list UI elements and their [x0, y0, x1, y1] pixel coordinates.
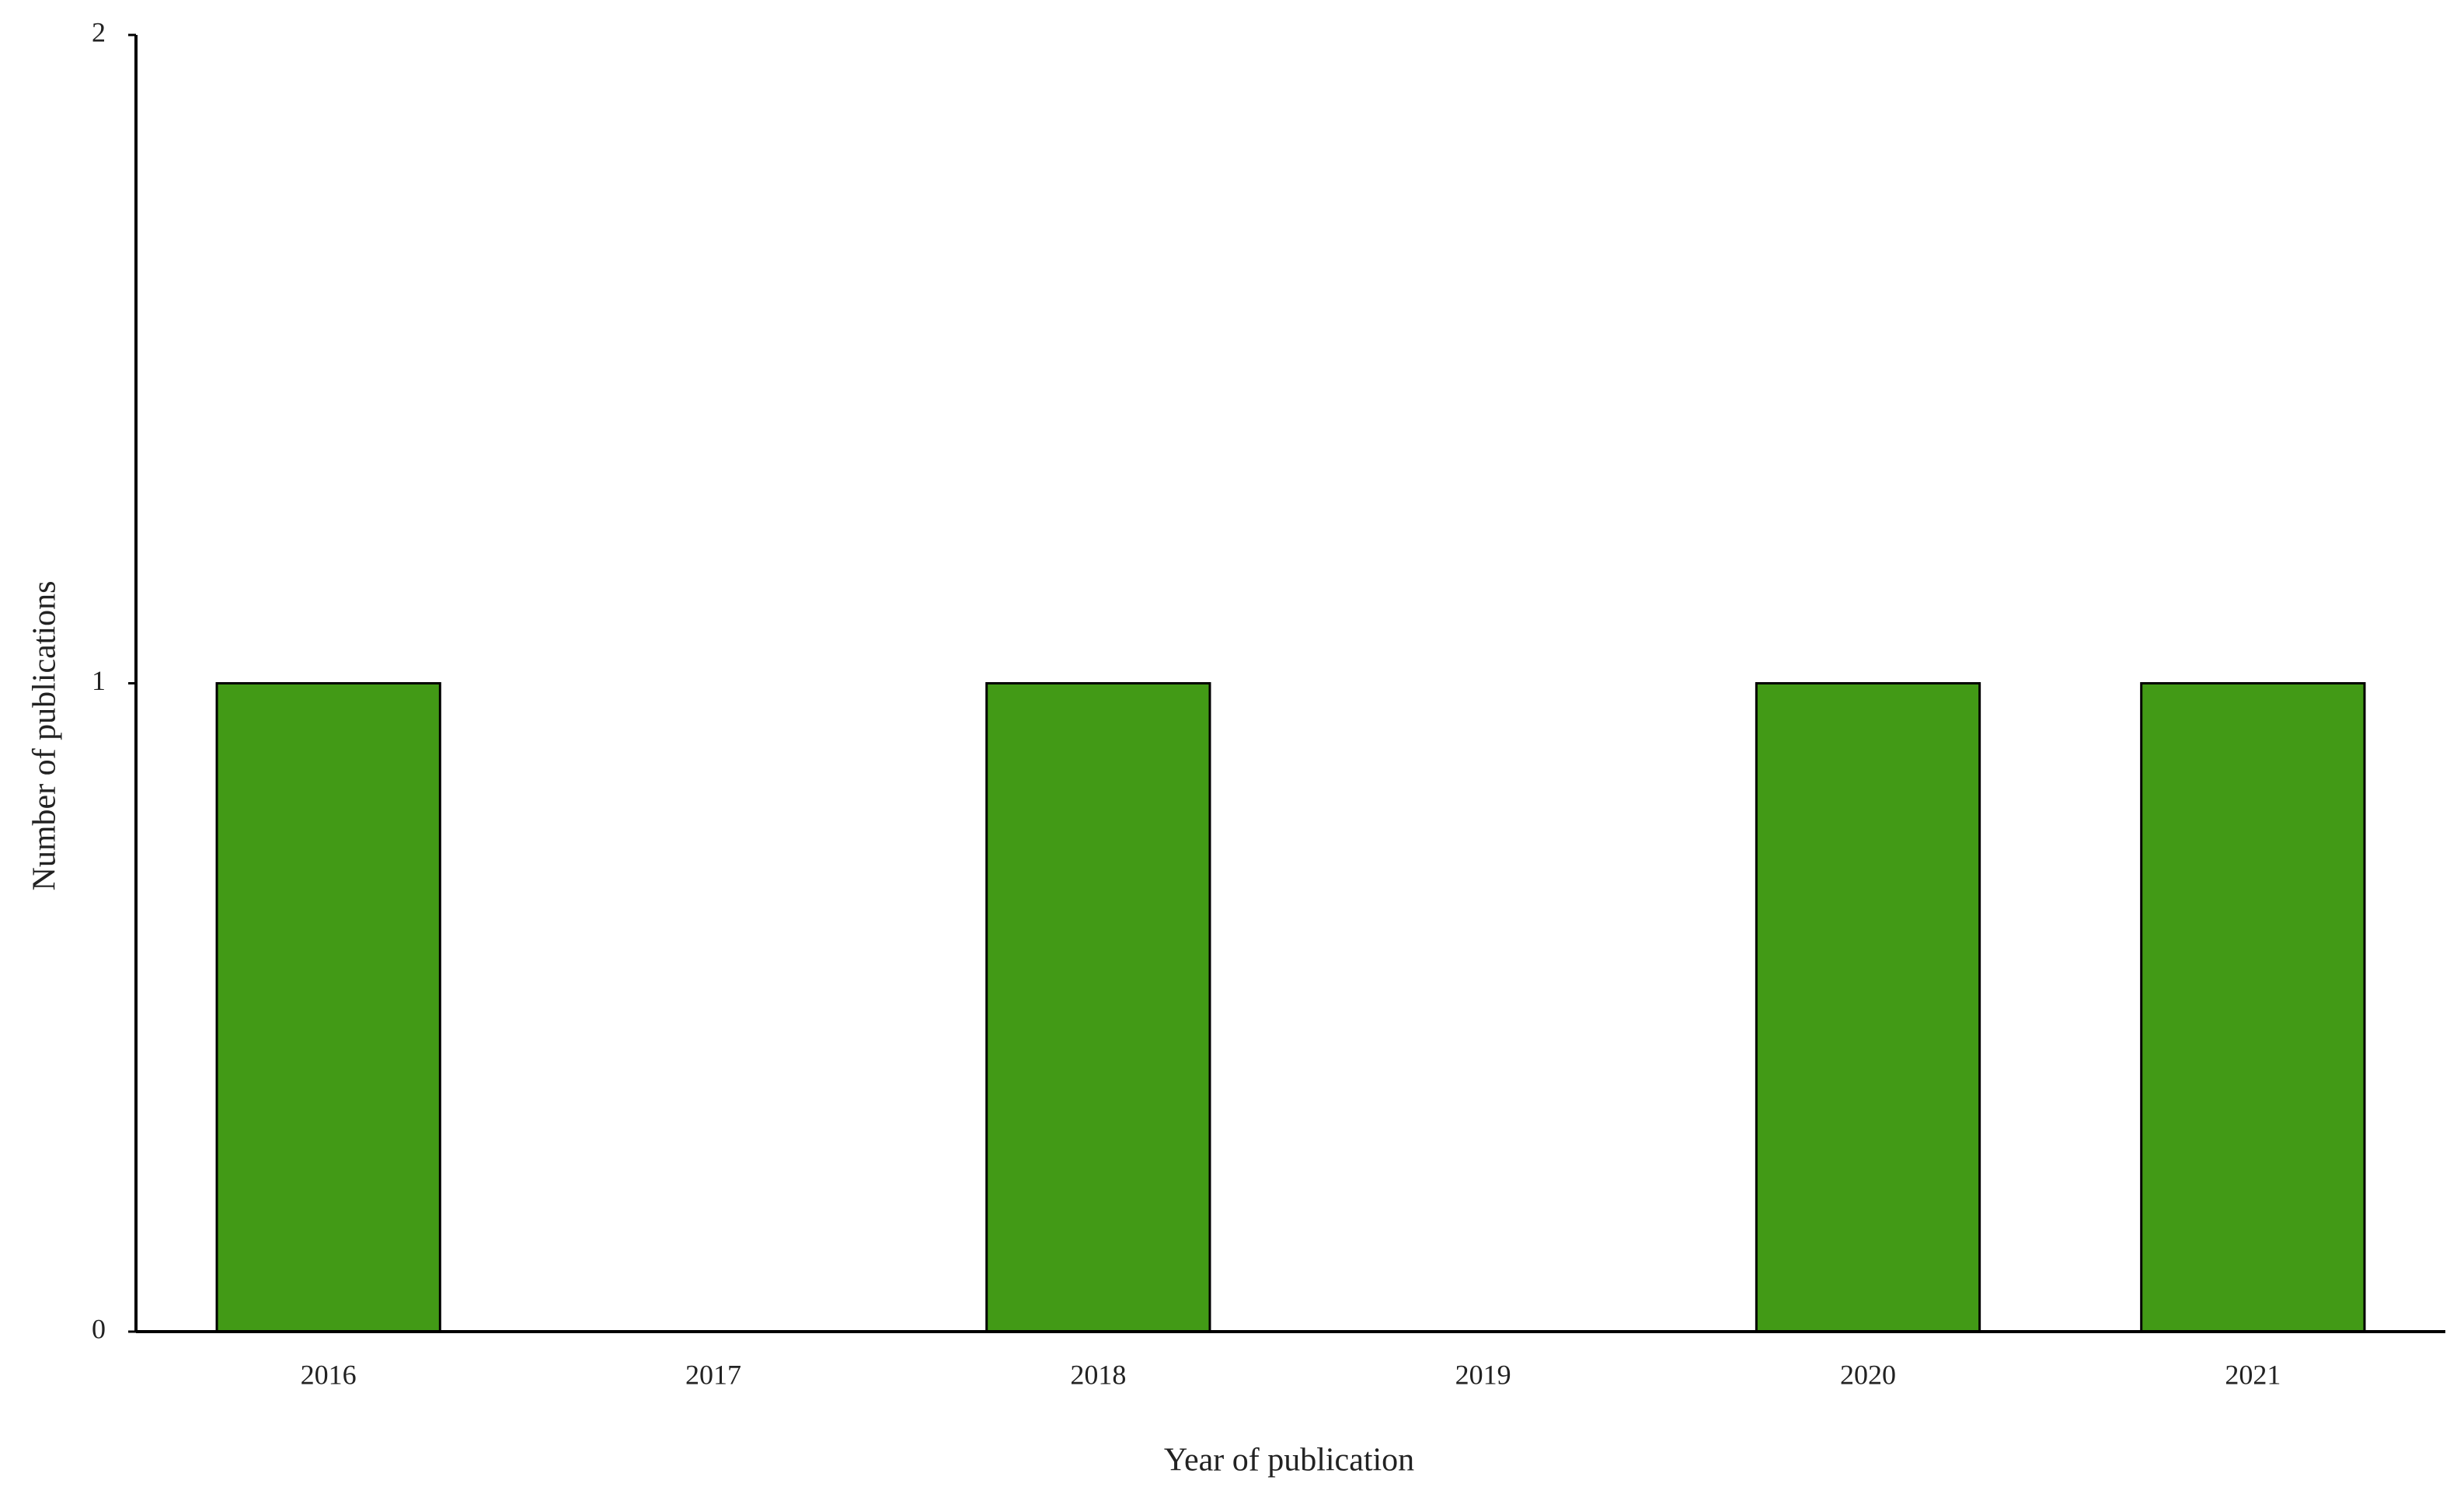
- y-tick-label: 0: [92, 1313, 106, 1344]
- x-tick-label: 2016: [301, 1359, 357, 1390]
- x-axis-title: Year of publication: [1164, 1443, 1414, 1478]
- bar: [985, 682, 1211, 1333]
- x-tick-label: 2021: [2225, 1359, 2281, 1390]
- x-tick-label: 2019: [1455, 1359, 1511, 1390]
- y-tick-label: 1: [92, 665, 106, 696]
- y-tick-label: 2: [92, 16, 106, 47]
- x-tick-label: 2018: [1070, 1359, 1126, 1390]
- x-tick-label: 2017: [685, 1359, 741, 1390]
- bar: [2140, 682, 2366, 1333]
- bar: [215, 682, 441, 1333]
- x-tick-label: 2020: [1840, 1359, 1896, 1390]
- bar: [1755, 682, 1981, 1333]
- y-axis-title: Number of publications: [27, 581, 63, 891]
